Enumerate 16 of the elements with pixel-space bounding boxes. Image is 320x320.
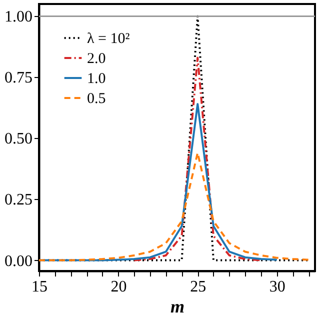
legend-label: 0.5 (87, 91, 106, 107)
legend-label: 1.0 (87, 71, 106, 87)
legend-label: λ = 10² (87, 31, 130, 47)
y-tick-label: 0.50 (4, 130, 32, 148)
y-tick-label: 1.00 (4, 8, 32, 26)
line-series (39, 152, 310, 262)
y-tick-label: 0.75 (4, 70, 32, 87)
x-tick-label: 25 (190, 278, 206, 296)
x-tick-label: 30 (269, 278, 286, 296)
y-tick-label: 0.00 (4, 252, 32, 270)
line-series (133, 56, 262, 262)
x-tick-label: 15 (32, 278, 48, 296)
x-axis-title: m (170, 296, 185, 316)
y-tick-label: 0.25 (4, 192, 32, 209)
legend-label: 2.0 (87, 51, 106, 67)
x-tick-label: 20 (110, 278, 127, 296)
